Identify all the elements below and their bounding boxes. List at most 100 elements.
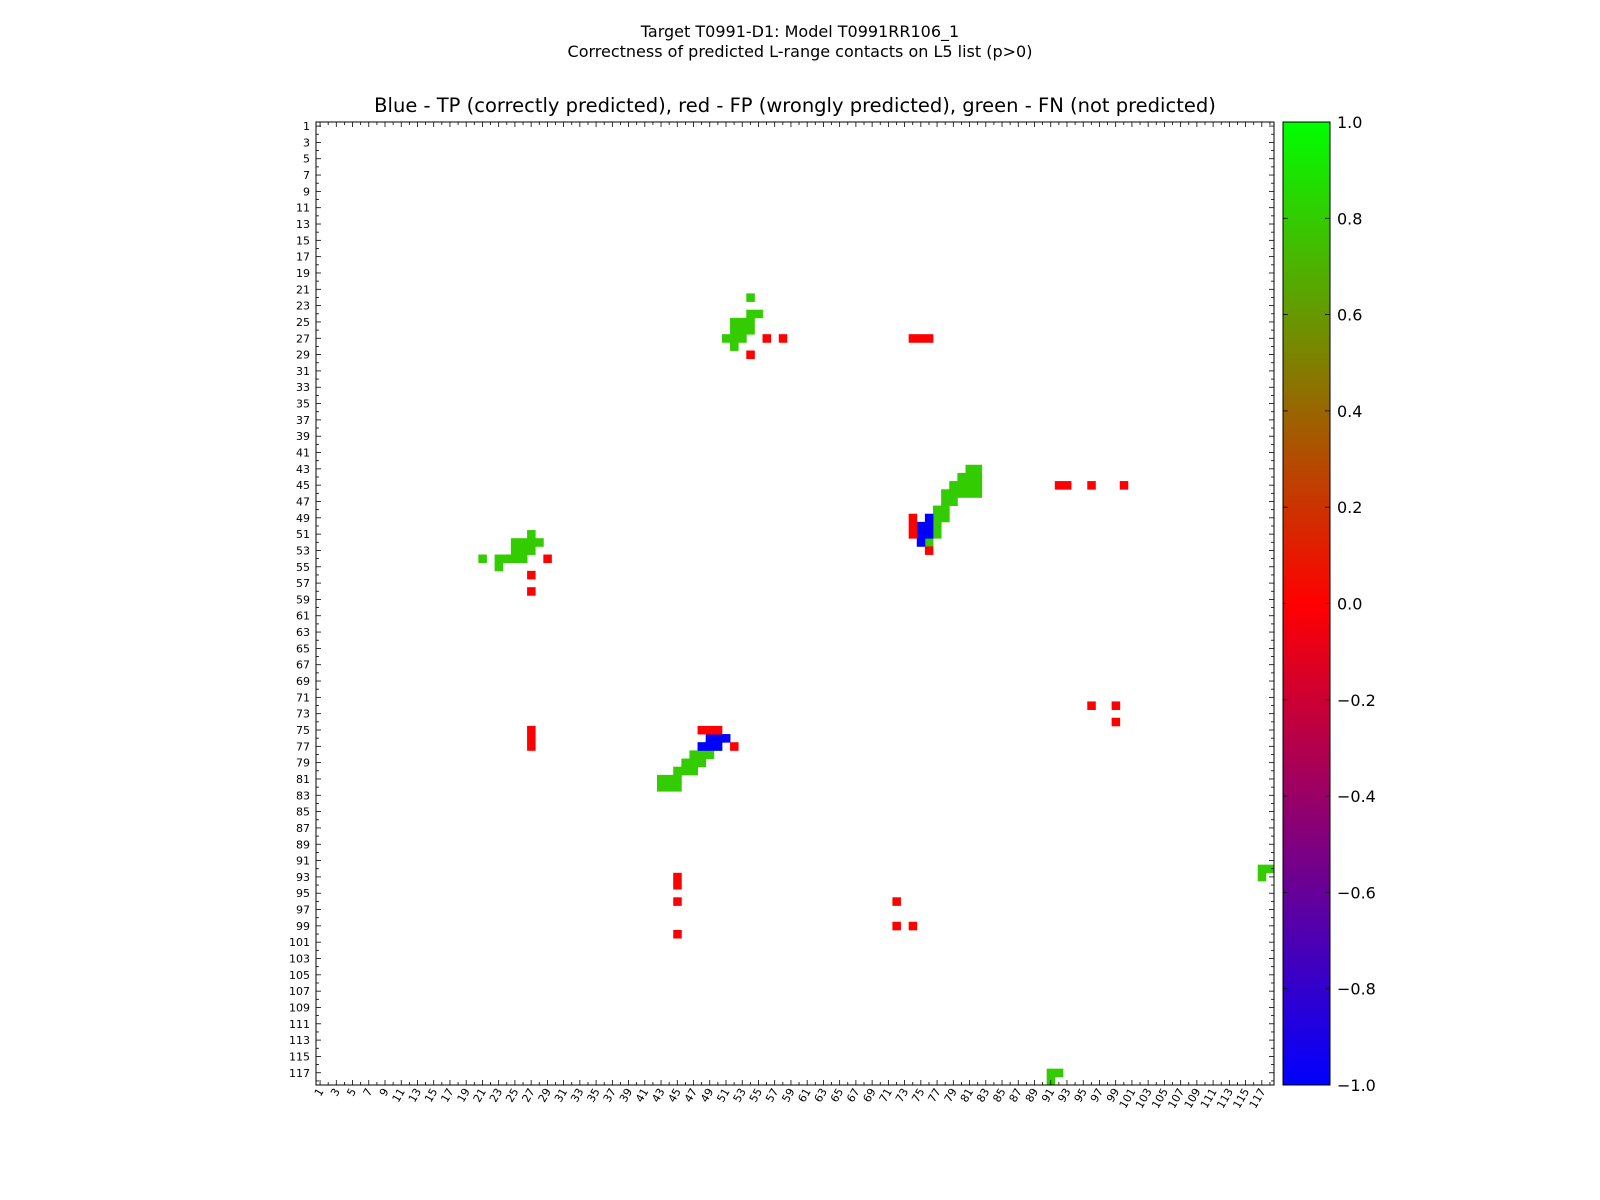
x-tick-label: 37 — [601, 1086, 619, 1105]
fp-cell — [908, 521, 918, 531]
fn-cell — [933, 513, 942, 523]
colorbar-tick-label: −0.8 — [1337, 980, 1376, 999]
fn-cell — [730, 317, 739, 327]
y-tick-label: 79 — [296, 757, 310, 770]
fn-cell — [746, 326, 755, 335]
y-tick-label: 13 — [296, 218, 310, 231]
x-tick-label: 87 — [1007, 1086, 1025, 1105]
fp-cell — [778, 334, 788, 343]
y-tick-label: 81 — [296, 773, 310, 786]
tp-cell — [721, 734, 731, 743]
y-tick-label: 53 — [296, 544, 310, 557]
x-tick-label: 15 — [422, 1086, 440, 1105]
fp-cell — [527, 587, 536, 596]
fn-cell — [941, 505, 950, 515]
y-tick-label: 55 — [296, 561, 310, 574]
x-tick-label: 1 — [312, 1086, 327, 1099]
fp-cell — [1054, 481, 1064, 490]
fn-cell — [933, 521, 942, 531]
tp-cell — [916, 538, 926, 547]
fn-cell — [535, 538, 544, 547]
x-tick-label: 53 — [731, 1086, 749, 1105]
tp-cell — [924, 513, 934, 523]
x-tick-label: 17 — [438, 1086, 456, 1105]
fn-cell — [673, 766, 682, 776]
x-tick-label: 29 — [536, 1086, 554, 1105]
fn-cell — [665, 783, 674, 792]
x-tick-label: 7 — [361, 1086, 376, 1099]
fn-cell — [665, 774, 674, 784]
y-tick-label: 115 — [289, 1050, 310, 1063]
colorbar-tick-label: 0.4 — [1337, 402, 1362, 421]
fn-cell — [681, 758, 690, 768]
fn-cell — [510, 546, 520, 555]
fp-cell — [892, 921, 901, 931]
y-tick-label: 41 — [296, 447, 310, 460]
x-tick-label: 13 — [406, 1086, 424, 1105]
fn-cell — [527, 538, 536, 547]
fn-cell — [527, 546, 536, 555]
y-tick-label: 17 — [296, 251, 310, 264]
fp-cell — [1087, 701, 1096, 710]
x-tick-label: 43 — [649, 1086, 667, 1105]
x-tick-label: 97 — [1088, 1086, 1106, 1105]
x-axis-tick-labels: 1 3 5 7 911131517192123252729313335373941434… — [312, 1086, 1269, 1111]
colorbar-tick-label: −0.6 — [1337, 883, 1376, 902]
y-tick-label: 101 — [289, 936, 310, 949]
fp-cell — [730, 742, 739, 751]
fp-cell — [527, 734, 536, 743]
fp-cell — [908, 530, 918, 539]
colorbar-tick-label: −0.4 — [1337, 787, 1376, 806]
tp-cell — [924, 521, 934, 531]
x-tick-label: 11 — [390, 1086, 408, 1105]
y-tick-label: 107 — [289, 985, 310, 998]
fp-cell — [908, 513, 918, 523]
x-tick-label: 77 — [925, 1086, 943, 1105]
fn-cell — [705, 750, 715, 759]
fn-cell — [518, 538, 528, 547]
x-tick-label: 71 — [877, 1086, 895, 1105]
figure-title: Target T0991-D1: Model T0991RR106_1 — [640, 22, 960, 41]
fn-cell — [721, 334, 731, 343]
y-tick-label: 83 — [296, 789, 310, 802]
fn-cell — [965, 464, 975, 474]
y-tick-label: 65 — [296, 642, 310, 655]
y-tick-label: 57 — [296, 577, 310, 590]
x-tick-label: 49 — [698, 1086, 716, 1105]
fp-cell — [908, 334, 918, 343]
fn-cell — [746, 293, 755, 302]
fn-cell — [730, 334, 739, 343]
x-tick-label: 117 — [1247, 1086, 1269, 1111]
x-tick-label: 61 — [796, 1086, 814, 1105]
y-tick-label: 111 — [289, 1018, 310, 1031]
plot-area — [315, 121, 1275, 1086]
x-tick-label: 3 — [328, 1086, 343, 1099]
fn-cell — [973, 472, 983, 482]
colorbar-tick-label: 0.2 — [1337, 498, 1362, 517]
x-tick-label: 47 — [682, 1086, 700, 1105]
y-tick-label: 49 — [296, 512, 310, 525]
contact-cells — [478, 293, 1275, 1086]
fn-cell — [510, 554, 520, 564]
colorbar-tick-label: 0.6 — [1337, 306, 1362, 325]
x-tick-label: 25 — [503, 1086, 521, 1105]
fp-cell — [1111, 701, 1121, 710]
fn-cell — [527, 530, 536, 539]
fp-cell — [673, 880, 682, 890]
y-tick-label: 25 — [296, 316, 310, 329]
fn-cell — [730, 342, 739, 351]
x-tick-label: 19 — [455, 1086, 473, 1105]
tp-cell — [697, 742, 707, 751]
fn-cell — [957, 489, 966, 498]
y-tick-label: 87 — [296, 822, 310, 835]
colorbar-tick-label: 0.0 — [1337, 595, 1362, 614]
y-tick-label: 39 — [296, 430, 310, 443]
x-tick-label: 63 — [812, 1086, 830, 1105]
fn-cell — [1265, 864, 1275, 874]
fp-cell — [1111, 717, 1121, 727]
fn-cell — [518, 546, 528, 555]
fn-cell — [738, 317, 747, 327]
fn-cell — [965, 481, 975, 490]
fn-cell — [933, 530, 942, 539]
